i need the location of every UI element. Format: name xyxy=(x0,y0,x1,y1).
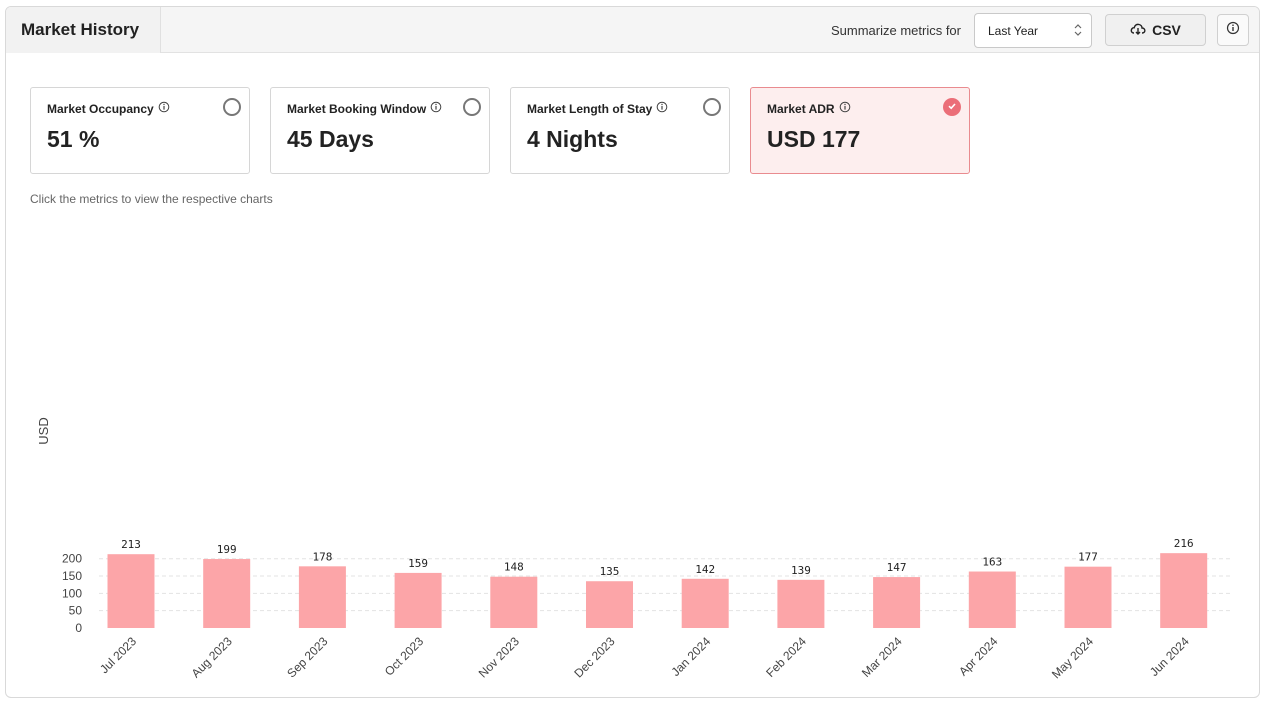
x-tick-label: Mar 2024 xyxy=(859,634,905,680)
bar[interactable] xyxy=(1064,566,1112,628)
x-tick-label: Jul 2023 xyxy=(97,634,139,676)
bar-value-label: 139 xyxy=(791,564,811,577)
x-tick-label: Nov 2023 xyxy=(476,634,522,680)
panel-header: Market History Summarize metrics for Las… xyxy=(6,7,1259,53)
bar[interactable] xyxy=(586,581,633,628)
summarize-label: Summarize metrics for xyxy=(830,23,961,38)
x-tick-label: May 2024 xyxy=(1049,634,1096,681)
market-history-panel: Market History Summarize metrics for Las… xyxy=(5,6,1260,698)
radio-checked[interactable] xyxy=(943,98,961,116)
x-tick-label: Dec 2023 xyxy=(571,634,617,680)
metric-label: Market Booking Window xyxy=(287,101,427,116)
metric-card-booking-window[interactable]: Market Booking Window 45 Days xyxy=(270,87,490,174)
cloud-download-icon xyxy=(1130,22,1146,39)
bar-value-label: 142 xyxy=(695,563,715,576)
x-tick-label: Apr 2024 xyxy=(956,634,1001,679)
x-tick-label: Jun 2024 xyxy=(1147,634,1192,679)
bar[interactable] xyxy=(298,566,346,628)
bar-value-label: 199 xyxy=(217,543,237,556)
bar[interactable] xyxy=(107,554,155,628)
info-button[interactable] xyxy=(1217,14,1249,46)
y-tick-label: 200 xyxy=(62,552,82,566)
y-tick-label: 50 xyxy=(69,604,83,618)
metric-label: Market ADR xyxy=(767,101,835,116)
period-select-value: Last Year xyxy=(988,23,1039,38)
y-axis-label: USD xyxy=(36,417,51,444)
info-icon xyxy=(430,101,442,116)
period-select[interactable]: Last Year xyxy=(974,13,1092,48)
bar-value-label: 147 xyxy=(887,561,907,574)
bar-value-label: 178 xyxy=(312,550,332,563)
bar-value-label: 177 xyxy=(1078,551,1098,564)
bar[interactable] xyxy=(873,577,921,628)
metric-label: Market Occupancy xyxy=(47,101,154,116)
bar[interactable] xyxy=(394,572,442,628)
info-icon xyxy=(158,101,170,116)
metric-label: Market Length of Stay xyxy=(527,101,653,116)
x-tick-label: Sep 2023 xyxy=(284,634,330,680)
bar-value-label: 148 xyxy=(504,561,524,574)
bar-value-label: 213 xyxy=(121,538,141,551)
radio-unchecked[interactable] xyxy=(463,98,481,116)
radio-unchecked[interactable] xyxy=(703,98,721,116)
info-icon xyxy=(656,101,668,116)
metric-card-length-of-stay[interactable]: Market Length of Stay 4 Nights xyxy=(510,87,730,174)
page-title: Market History xyxy=(6,7,161,53)
metric-value: USD 177 xyxy=(767,126,861,152)
y-tick-label: 150 xyxy=(62,569,82,583)
y-tick-label: 0 xyxy=(75,621,82,635)
bar[interactable] xyxy=(777,579,825,628)
bar-value-label: 163 xyxy=(982,556,1002,569)
chevron-updown-icon xyxy=(1074,23,1082,37)
info-icon xyxy=(1226,21,1240,40)
adr-bar-chart: 0 50 100 150 200 USD 213 Jul 2023 199 Aug 2023 178… xyxy=(36,417,1231,681)
bar[interactable] xyxy=(490,576,538,628)
csv-download-button[interactable]: CSV xyxy=(1105,14,1206,46)
metric-value: 4 Nights xyxy=(527,126,618,152)
bar[interactable] xyxy=(681,578,729,628)
x-tick-label: Aug 2023 xyxy=(189,634,235,680)
y-tick-label: 100 xyxy=(62,586,82,600)
bar[interactable] xyxy=(1160,553,1208,628)
x-tick-label: Jan 2024 xyxy=(668,634,713,679)
bar-value-label: 159 xyxy=(408,557,428,570)
metric-card-occupancy[interactable]: Market Occupancy 51 % xyxy=(30,87,250,174)
radio-unchecked[interactable] xyxy=(223,98,241,116)
bar-value-label: 135 xyxy=(600,565,620,578)
metrics-hint: Click the metrics to view the respective… xyxy=(30,192,273,206)
bar-value-label: 216 xyxy=(1174,537,1194,550)
bar[interactable] xyxy=(203,559,251,628)
metric-value: 51 % xyxy=(47,126,100,152)
csv-button-label: CSV xyxy=(1152,22,1181,38)
metric-value: 45 Days xyxy=(287,126,374,152)
bar[interactable] xyxy=(968,571,1016,628)
checkmark-icon xyxy=(947,98,957,116)
x-tick-label: Oct 2023 xyxy=(382,634,427,679)
metric-card-adr[interactable]: Market ADR USD 177 xyxy=(750,87,970,174)
x-tick-label: Feb 2024 xyxy=(763,634,809,680)
info-icon xyxy=(839,101,851,116)
